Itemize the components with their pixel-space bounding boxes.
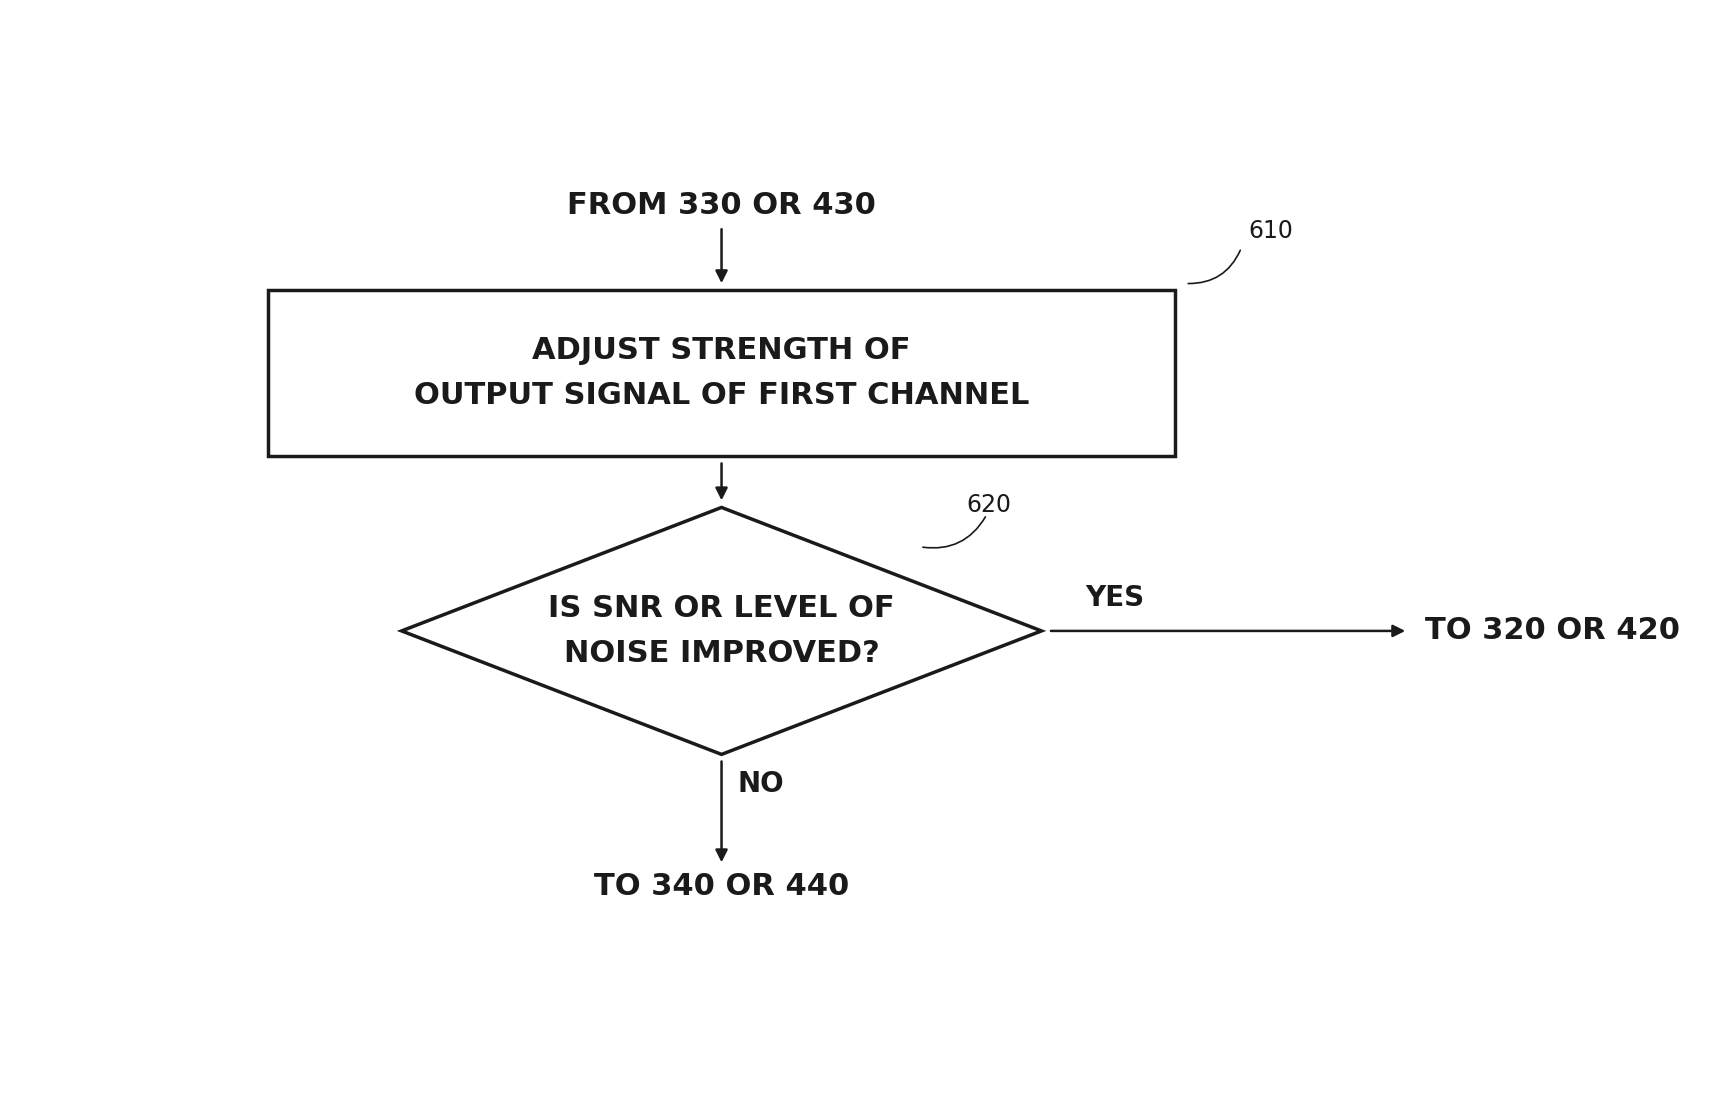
FancyBboxPatch shape bbox=[268, 290, 1175, 457]
Text: YES: YES bbox=[1085, 584, 1144, 613]
Text: 620: 620 bbox=[967, 493, 1011, 517]
Polygon shape bbox=[402, 508, 1042, 754]
Text: TO 340 OR 440: TO 340 OR 440 bbox=[593, 872, 850, 901]
Text: FROM 330 OR 430: FROM 330 OR 430 bbox=[568, 190, 875, 220]
Text: IS SNR OR LEVEL OF
NOISE IMPROVED?: IS SNR OR LEVEL OF NOISE IMPROVED? bbox=[549, 594, 894, 668]
Text: TO 320 OR 420: TO 320 OR 420 bbox=[1426, 616, 1680, 646]
Text: NO: NO bbox=[738, 770, 784, 797]
Text: 610: 610 bbox=[1249, 219, 1293, 243]
Text: ADJUST STRENGTH OF
OUTPUT SIGNAL OF FIRST CHANNEL: ADJUST STRENGTH OF OUTPUT SIGNAL OF FIRS… bbox=[415, 336, 1029, 410]
